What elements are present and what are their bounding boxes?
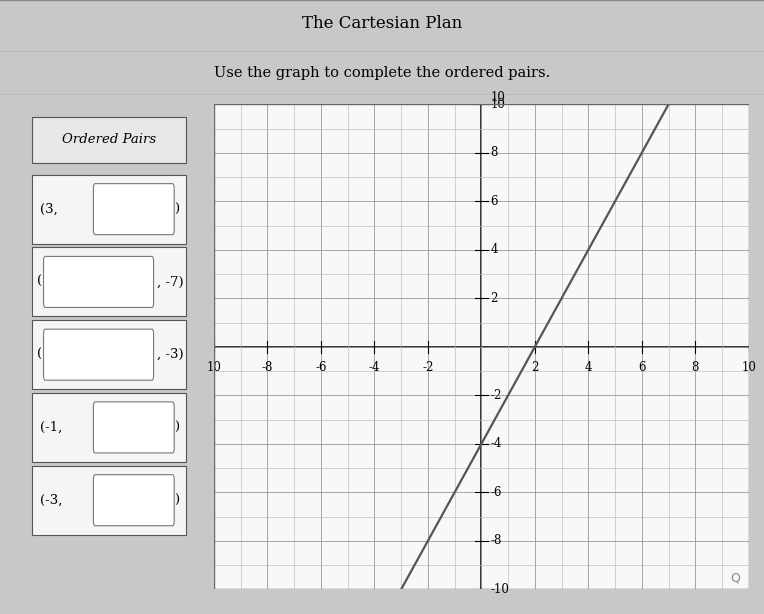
Text: , -7): , -7) [157, 276, 183, 289]
Bar [214, 104, 749, 589]
Text: 10: 10 [490, 98, 506, 111]
FancyBboxPatch shape [44, 257, 154, 308]
Text: 2: 2 [490, 292, 498, 305]
Text: -4: -4 [490, 437, 502, 451]
Text: 2: 2 [531, 362, 539, 375]
Text: ): ) [174, 203, 180, 216]
Text: 10: 10 [490, 91, 506, 104]
Text: -10: -10 [490, 583, 510, 596]
Text: (3,: (3, [40, 203, 58, 216]
Text: -6: -6 [315, 362, 327, 375]
Text: (-1,: (-1, [40, 421, 63, 434]
Text: (: ( [37, 348, 42, 361]
FancyBboxPatch shape [31, 247, 186, 316]
Text: 8: 8 [691, 362, 699, 375]
Text: (-3,: (-3, [40, 494, 63, 507]
Text: -2: -2 [422, 362, 433, 375]
FancyBboxPatch shape [44, 329, 154, 380]
Text: Use the graph to complete the ordered pairs.: Use the graph to complete the ordered pa… [214, 66, 550, 80]
FancyBboxPatch shape [31, 393, 186, 462]
Text: 6: 6 [638, 362, 646, 375]
Text: 4: 4 [584, 362, 592, 375]
Text: -8: -8 [262, 362, 273, 375]
Text: 8: 8 [490, 146, 498, 160]
FancyBboxPatch shape [93, 402, 174, 453]
Text: , -3): , -3) [157, 348, 183, 361]
Text: 6: 6 [490, 195, 498, 208]
Text: -4: -4 [368, 362, 380, 375]
Text: Ordered Pairs: Ordered Pairs [62, 133, 156, 146]
Text: 4: 4 [490, 243, 498, 257]
Text: (: ( [37, 276, 42, 289]
Text: ): ) [174, 494, 180, 507]
Text: 10: 10 [741, 362, 756, 375]
Text: -8: -8 [490, 534, 502, 548]
Text: -2: -2 [490, 389, 502, 402]
Text: The Cartesian Plan: The Cartesian Plan [302, 15, 462, 32]
FancyBboxPatch shape [31, 321, 186, 389]
FancyBboxPatch shape [93, 475, 174, 526]
FancyBboxPatch shape [31, 117, 186, 163]
Text: -6: -6 [490, 486, 502, 499]
FancyBboxPatch shape [31, 466, 186, 535]
FancyBboxPatch shape [31, 175, 186, 244]
Text: ): ) [174, 421, 180, 434]
Text: Q: Q [730, 572, 740, 585]
Text: 10: 10 [206, 362, 222, 375]
FancyBboxPatch shape [93, 184, 174, 235]
